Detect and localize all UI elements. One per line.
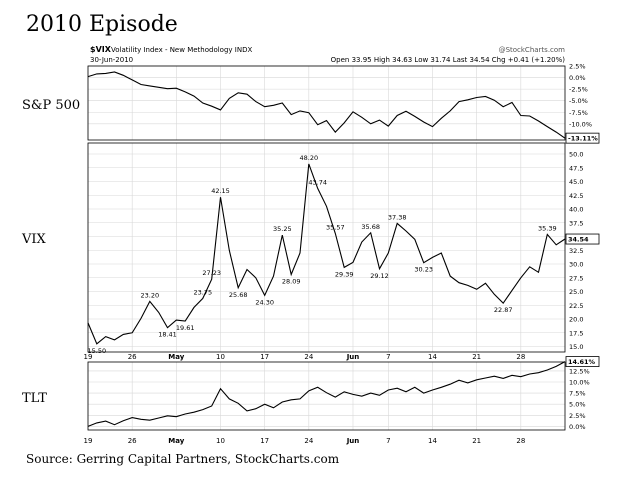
y-tick-label: 37.5	[569, 219, 583, 227]
x-tick-label: 7	[386, 437, 390, 445]
data-label: 35.68	[361, 223, 380, 231]
y-tick-label: 40.0	[569, 206, 583, 214]
y-tick-label: 5.0%	[569, 401, 586, 409]
y-tick-label: 27.5	[569, 274, 583, 282]
y-tick-label: 45.0	[569, 178, 583, 186]
source-note: Source: Gerring Capital Partners, StockC…	[26, 452, 340, 466]
data-label: 27.23	[202, 269, 221, 277]
data-label: 42.15	[211, 187, 230, 195]
x-tick-label: 7	[386, 353, 390, 361]
x-tick-label: 10	[216, 437, 225, 445]
data-label: 23.20	[141, 291, 160, 299]
y-tick-label: -5.0%	[569, 97, 588, 105]
y-tick-label: 30.0	[569, 261, 583, 269]
quote-line: Open 33.95 High 34.63 Low 31.74 Last 34.…	[331, 56, 566, 64]
series-line	[87, 163, 566, 345]
x-tick-label: May	[168, 437, 184, 445]
y-tick-label: 2.5%	[569, 412, 586, 420]
last-value-label: 34.54	[568, 236, 589, 244]
panel-0: 2.5% 0.0% -2.5% -5.0% -7.5% -10.0% -13.11%	[87, 63, 600, 144]
x-tick-label: May	[168, 353, 184, 361]
panel-1: 15.017.520.022.525.027.530.032.535.037.5…	[84, 142, 600, 361]
data-label: 30.23	[414, 266, 433, 274]
y-tick-label: -7.5%	[569, 109, 588, 117]
x-tick-label: 24	[304, 437, 313, 445]
x-tick-label: 24	[304, 353, 313, 361]
y-tick-label: 20.0	[569, 316, 583, 324]
x-tick-label: 21	[472, 353, 481, 361]
data-label: 28.09	[282, 278, 301, 286]
x-tick-label: 21	[472, 437, 481, 445]
x-tick-label: 19	[84, 353, 93, 361]
x-tick-label: 17	[260, 353, 269, 361]
data-label: 35.25	[273, 225, 292, 233]
y-tick-label: 17.5	[569, 329, 583, 337]
page-title: 2010 Episode	[26, 12, 178, 37]
y-tick-label: 2.5%	[569, 63, 586, 71]
data-label: 35.57	[326, 223, 345, 231]
data-label: 29.12	[370, 272, 389, 280]
panel-frame	[87, 65, 566, 141]
y-tick-label: 0.0%	[569, 74, 586, 82]
y-tick-label: 50.0	[569, 151, 583, 159]
y-tick-label: 22.5	[569, 302, 583, 310]
y-tick-label: 12.5%	[569, 367, 590, 375]
chart-description: Volatility Index - New Methodology INDX	[111, 46, 252, 54]
x-tick-label: 14	[428, 437, 437, 445]
y-tick-label: 25.0	[569, 288, 583, 296]
y-tick-label: 10.0%	[569, 379, 590, 387]
y-tick-label: 0.0%	[569, 423, 586, 431]
x-tick-label: 10	[216, 353, 225, 361]
data-label: 18.41	[158, 331, 177, 339]
chart-date: 30-Jun-2010	[90, 56, 133, 64]
x-tick-label: 28	[516, 353, 525, 361]
y-tick-label: 47.5	[569, 164, 583, 172]
x-tick-label: 19	[84, 437, 93, 445]
panel-frame	[87, 361, 566, 431]
x-tick-label: 17	[260, 437, 269, 445]
series-line	[87, 361, 566, 427]
data-label: 35.39	[538, 224, 557, 232]
x-tick-label: Jun	[346, 437, 360, 445]
tlt-label: TLT	[22, 391, 47, 406]
last-value-box	[565, 356, 600, 367]
y-tick-label: 15.0	[569, 343, 583, 351]
data-label: 37.38	[388, 213, 407, 221]
series-line	[87, 71, 566, 139]
data-label: 15.50	[88, 347, 107, 355]
data-label: 19.61	[176, 324, 195, 332]
data-label: 24.30	[255, 298, 274, 306]
chart-symbol: $VIX	[90, 45, 112, 54]
y-tick-label: -10.0%	[569, 120, 592, 128]
vix-label: VIX	[22, 232, 46, 247]
y-tick-label: 7.5%	[569, 390, 586, 398]
last-value-box	[565, 132, 600, 144]
panel-frame	[87, 142, 566, 353]
x-tick-label: Jun	[346, 353, 360, 361]
last-value-box	[565, 233, 600, 245]
y-tick-label: 42.5	[569, 192, 583, 200]
last-value-label: 14.61%	[568, 358, 596, 366]
y-tick-label: 32.5	[569, 247, 583, 255]
x-tick-label: 14	[428, 353, 437, 361]
data-label: 48.20	[300, 154, 319, 162]
x-tick-label: 28	[516, 437, 525, 445]
panel-2: 0.0% 2.5% 5.0% 7.5% 10.0% 12.5%14.61% 19 26 May 1…	[84, 356, 600, 445]
data-label: 23.75	[194, 288, 213, 296]
x-tick-label: 26	[128, 437, 137, 445]
y-tick-label: -2.5%	[569, 86, 588, 94]
data-label: 25.68	[229, 291, 248, 299]
data-label: 43.74	[308, 178, 327, 186]
sp500-label: S&P 500	[22, 98, 81, 113]
x-tick-label: 26	[128, 353, 137, 361]
stockcharts-logo: @StockCharts.com	[499, 46, 566, 54]
data-label: 22.87	[494, 306, 513, 314]
last-value-label: -13.11%	[568, 135, 598, 143]
data-label: 29.39	[335, 270, 354, 278]
